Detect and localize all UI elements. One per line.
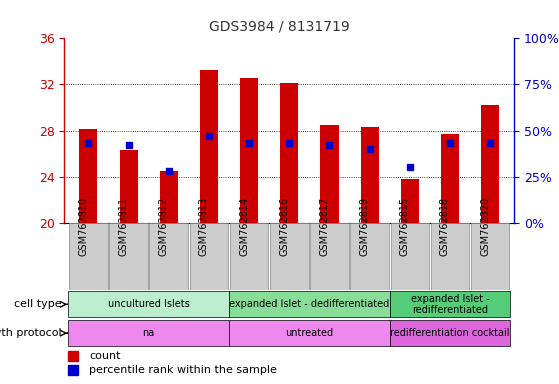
Bar — [320, 125, 339, 223]
Text: GSM762811: GSM762811 — [119, 197, 129, 256]
Text: GSM762815: GSM762815 — [400, 197, 410, 256]
FancyBboxPatch shape — [190, 223, 228, 290]
FancyBboxPatch shape — [471, 223, 509, 290]
FancyBboxPatch shape — [350, 223, 389, 290]
Bar — [160, 171, 178, 223]
Text: GSM762812: GSM762812 — [159, 197, 169, 256]
Bar — [79, 129, 97, 223]
FancyBboxPatch shape — [69, 223, 108, 290]
Bar — [120, 150, 138, 223]
Text: GSM762820: GSM762820 — [480, 197, 490, 256]
Text: expanded Islet - dedifferentiated: expanded Islet - dedifferentiated — [229, 299, 390, 310]
Bar — [401, 179, 419, 223]
Text: GSM762813: GSM762813 — [199, 197, 209, 256]
FancyBboxPatch shape — [110, 223, 148, 290]
Bar — [240, 78, 258, 223]
FancyBboxPatch shape — [68, 291, 229, 317]
Text: redifferentiation cocktail: redifferentiation cocktail — [390, 328, 510, 338]
FancyBboxPatch shape — [149, 223, 188, 290]
Text: GSM762814: GSM762814 — [239, 197, 249, 256]
Text: GSM762810: GSM762810 — [78, 197, 88, 256]
FancyBboxPatch shape — [391, 223, 429, 290]
Text: expanded Islet -
redifferentiated: expanded Islet - redifferentiated — [411, 293, 489, 315]
FancyBboxPatch shape — [270, 223, 309, 290]
Bar — [441, 134, 459, 223]
Bar — [200, 70, 218, 223]
FancyBboxPatch shape — [230, 223, 268, 290]
FancyBboxPatch shape — [390, 320, 510, 346]
Bar — [481, 105, 499, 223]
Text: percentile rank within the sample: percentile rank within the sample — [89, 364, 277, 375]
Text: GSM762819: GSM762819 — [359, 197, 369, 256]
FancyBboxPatch shape — [431, 223, 470, 290]
Text: cell type: cell type — [14, 299, 61, 310]
Text: uncultured Islets: uncultured Islets — [108, 299, 190, 310]
FancyBboxPatch shape — [229, 320, 390, 346]
Bar — [361, 127, 378, 223]
Text: GDS3984 / 8131719: GDS3984 / 8131719 — [209, 19, 350, 33]
Text: GSM762818: GSM762818 — [440, 197, 450, 256]
Text: GSM762816: GSM762816 — [280, 197, 290, 256]
Text: growth protocol: growth protocol — [0, 328, 61, 338]
Bar — [280, 83, 299, 223]
Text: na: na — [143, 328, 155, 338]
Text: untreated: untreated — [285, 328, 333, 338]
Text: GSM762817: GSM762817 — [319, 197, 329, 256]
FancyBboxPatch shape — [310, 223, 349, 290]
Text: count: count — [89, 351, 121, 361]
FancyBboxPatch shape — [390, 291, 510, 317]
FancyBboxPatch shape — [68, 320, 229, 346]
FancyBboxPatch shape — [229, 291, 390, 317]
